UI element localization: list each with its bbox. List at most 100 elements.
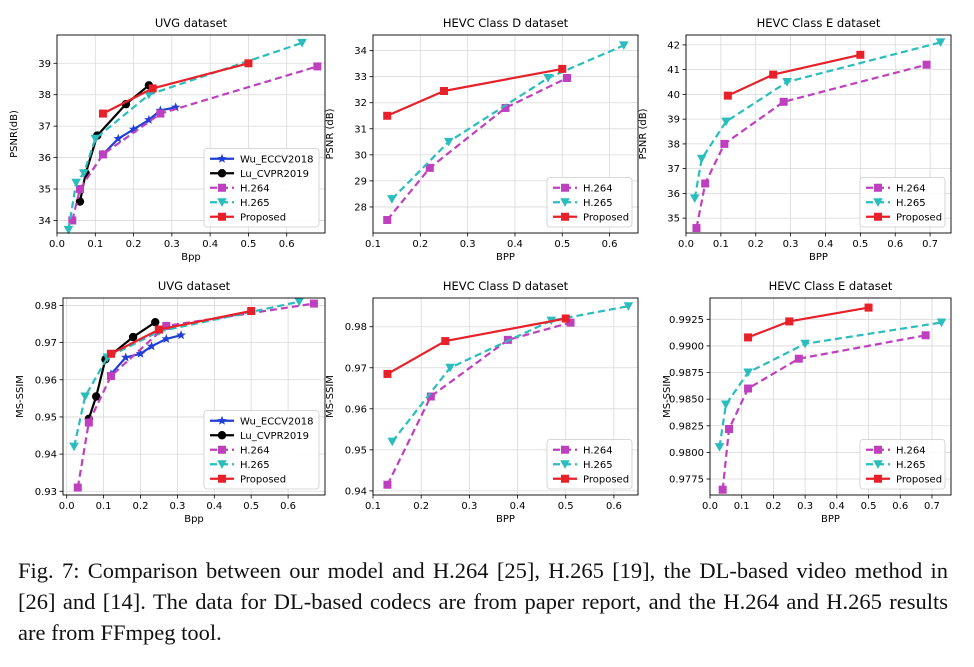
data-point-proposed xyxy=(106,349,115,358)
data-point-h-265 xyxy=(696,154,707,164)
legend: H.264 H.265 Proposed xyxy=(859,439,946,490)
series-line-h-264 xyxy=(386,321,571,486)
data-point-h-264 xyxy=(566,318,575,327)
plot-frame xyxy=(56,34,326,234)
series-proposed xyxy=(98,59,253,118)
legend-label-h-265: H.265 xyxy=(240,198,270,209)
legend-marker-h-264 xyxy=(561,183,569,192)
data-point-wu-eccv2018 xyxy=(146,341,157,351)
x-axis-label: BPP xyxy=(496,514,515,525)
data-point-proposed xyxy=(856,50,865,59)
legend-label-h-265: H.265 xyxy=(583,198,613,209)
x-tick-label: 0.7 xyxy=(922,239,938,250)
x-tick-label: 0.7 xyxy=(924,501,940,512)
series-proposed xyxy=(383,64,567,120)
chart-title: HEVC Class D dataset xyxy=(443,16,569,30)
legend-label-h-264: H.264 xyxy=(583,183,613,194)
data-point-wu-eccv2018 xyxy=(120,352,131,362)
legend-label-wu-eccv2018: Wu_ECCV2018 xyxy=(240,154,313,165)
y-tick-label: 0.97 xyxy=(35,338,57,349)
series-line-h-265 xyxy=(391,305,629,443)
legend-marker-h-264 xyxy=(218,183,226,192)
data-point-h-264 xyxy=(720,139,729,148)
x-tick-label: 0.3 xyxy=(797,501,813,512)
data-point-proposed xyxy=(154,325,163,334)
x-tick-label: 0.5 xyxy=(554,239,570,250)
data-point-lu-cvpr2019 xyxy=(128,332,138,342)
data-point-h-264 xyxy=(106,372,115,381)
legend-label-h-265: H.265 xyxy=(896,198,926,209)
x-tick-label: 0.3 xyxy=(783,239,799,250)
data-point-h-265 xyxy=(543,73,553,83)
series-h-265 xyxy=(387,41,629,204)
y-axis-label: MS-SSIM xyxy=(662,375,673,418)
legend-label-h-264: H.264 xyxy=(240,183,270,194)
chart-title: HEVC Class E dataset xyxy=(757,16,881,30)
x-tick-label: 0.2 xyxy=(133,501,149,512)
x-tick-label: 0.6 xyxy=(892,501,908,512)
data-point-h-264 xyxy=(501,103,510,112)
plot-frame xyxy=(372,297,639,496)
data-point-proposed xyxy=(247,307,256,316)
series-line-h-265 xyxy=(693,41,941,199)
data-point-wu-eccv2018 xyxy=(176,330,186,340)
legend-label-proposed: Proposed xyxy=(583,212,629,223)
data-point-h-264 xyxy=(68,216,77,225)
data-point-proposed xyxy=(864,303,873,312)
chart-title: UVG dataset xyxy=(155,16,228,30)
x-axis-label: BPP xyxy=(496,252,515,263)
y-tick-label: 37 xyxy=(38,122,51,133)
y-tick-label: 0.9800 xyxy=(669,448,704,459)
x-tick-label: 0.1 xyxy=(365,501,381,512)
x-axis-label: BPP xyxy=(809,252,828,263)
legend-label-lu-cvpr2019: Lu_CVPR2019 xyxy=(240,169,309,180)
y-tick-label: 28 xyxy=(354,202,367,213)
y-tick-label: 0.95 xyxy=(35,412,57,423)
data-point-h-265 xyxy=(80,392,90,402)
data-point-h-265 xyxy=(721,117,731,127)
series-line-h-264 xyxy=(386,77,568,221)
plot-frame xyxy=(685,34,952,234)
x-tick-label: 0.6 xyxy=(280,501,296,512)
x-tick-label: 0.3 xyxy=(169,501,185,512)
data-point-h-264 xyxy=(692,224,701,233)
x-tick-label: 0.1 xyxy=(365,239,381,250)
x-axis-label: Bpp xyxy=(181,252,201,263)
chart-6: 0.0 0.1 0.2 0.3 0.4 0.5 0.6 0.7 0.9775 0.9800 0.98… xyxy=(662,279,952,525)
series-proposed xyxy=(106,307,256,358)
legend-marker-h-264 xyxy=(874,445,882,454)
y-tick-label: 35 xyxy=(667,214,680,225)
data-point-h-264 xyxy=(383,480,392,489)
x-tick-label: 0.1 xyxy=(713,239,729,250)
data-point-h-265 xyxy=(936,318,947,328)
legend-label-h-264: H.264 xyxy=(896,183,926,194)
data-point-h-265 xyxy=(387,195,397,204)
data-point-proposed xyxy=(561,314,570,323)
x-tick-label: 0.3 xyxy=(164,239,180,250)
x-tick-label: 0.0 xyxy=(59,501,75,512)
y-axis-label: PSNR (dB) xyxy=(638,108,649,159)
legend: H.264 H.265 Proposed xyxy=(546,439,633,490)
y-axis-label: PSNR(dB) xyxy=(9,110,20,158)
legend-label-proposed: Proposed xyxy=(240,474,286,485)
x-tick-label: 0.4 xyxy=(507,239,523,250)
x-tick-label: 0.1 xyxy=(87,239,103,250)
x-tick-label: 0.0 xyxy=(49,239,65,250)
series-line-h-265 xyxy=(391,44,625,200)
x-tick-label: 0.4 xyxy=(206,501,222,512)
y-tick-label: 42 xyxy=(667,40,680,51)
legend-label-proposed: Proposed xyxy=(896,474,942,485)
legend-marker-h-265 xyxy=(217,460,227,469)
plot-frame xyxy=(62,297,326,496)
y-tick-label: 37 xyxy=(667,164,680,175)
data-point-h-264 xyxy=(156,109,165,118)
series-line-proposed xyxy=(727,53,861,97)
y-tick-label: 34 xyxy=(38,216,51,227)
data-point-h-265 xyxy=(623,302,634,311)
y-tick-label: 0.9775 xyxy=(669,475,704,486)
x-tick-label: 0.4 xyxy=(818,239,834,250)
y-tick-label: 39 xyxy=(38,59,51,70)
series-h-264 xyxy=(383,318,575,489)
series-line-wu-eccv2018 xyxy=(102,106,176,156)
legend-marker-h-265 xyxy=(873,198,883,207)
